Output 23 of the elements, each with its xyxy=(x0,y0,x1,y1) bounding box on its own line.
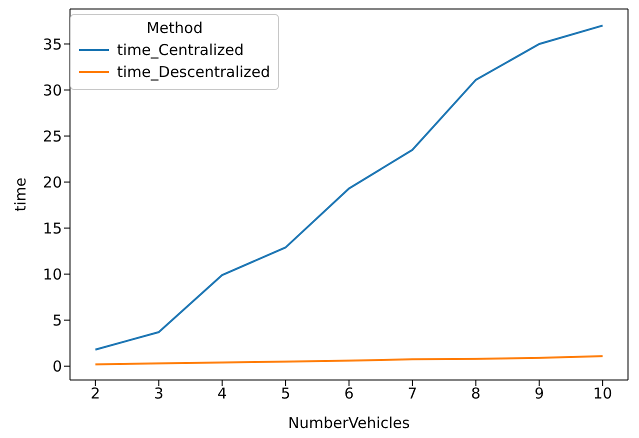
x-tick-label: 5 xyxy=(280,384,290,403)
x-axis-title: NumberVehicles xyxy=(288,414,410,432)
y-tick-label: 35 xyxy=(42,35,62,54)
x-tick-label: 10 xyxy=(593,384,612,403)
y-tick-label: 25 xyxy=(42,127,62,146)
y-tick-label: 10 xyxy=(42,265,62,284)
x-tick-label: 9 xyxy=(534,384,544,403)
x-tick-label: 4 xyxy=(217,384,227,403)
x-tick-label: 8 xyxy=(471,384,481,403)
y-tick-label: 20 xyxy=(42,173,62,192)
y-axis-title: time xyxy=(11,178,30,212)
x-tick-label: 3 xyxy=(154,384,164,403)
x-tick-label: 7 xyxy=(408,384,418,403)
legend-title: Method xyxy=(145,19,204,37)
y-tick-label: 30 xyxy=(42,81,62,100)
x-tick-label: 6 xyxy=(344,384,354,403)
line-series xyxy=(94,355,604,366)
x-tick-label: 2 xyxy=(90,384,100,403)
y-tick-label: 0 xyxy=(52,358,62,376)
legend-label: time_Centralized xyxy=(117,41,244,59)
legend-label: time_Descentralized xyxy=(117,63,270,81)
y-tick-label: 5 xyxy=(52,311,62,330)
y-tick-label: 15 xyxy=(42,219,62,238)
